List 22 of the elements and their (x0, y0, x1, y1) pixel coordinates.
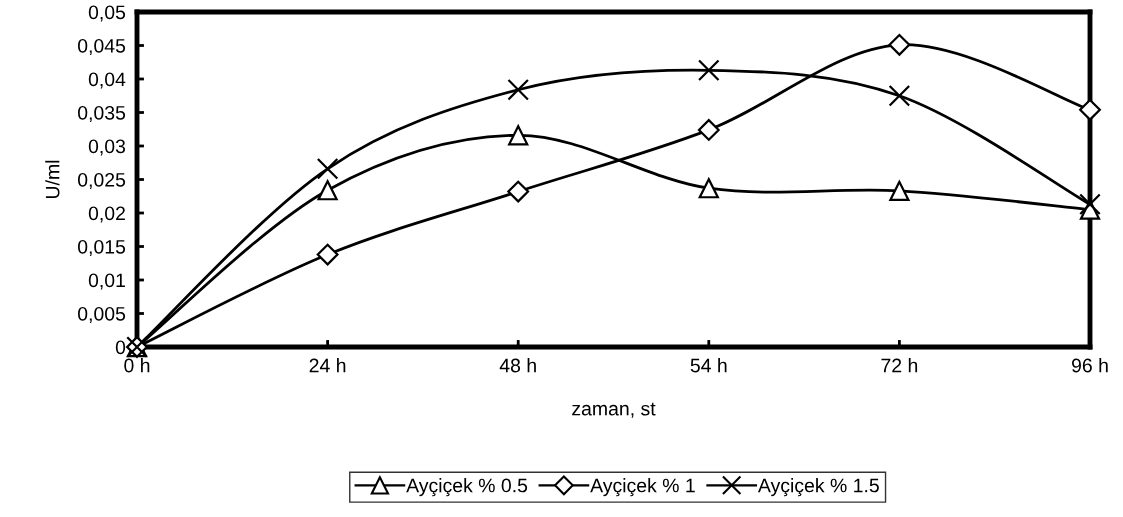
y-tick-label: 0,015 (77, 239, 126, 257)
y-tick-label: 0,01 (88, 273, 125, 290)
x-tick-label: 96 h (1071, 358, 1108, 373)
y-tick-label: 0 (115, 340, 126, 355)
legend-label: Ayçiçek % 1 (590, 478, 695, 497)
x-tick-label: 0 h (124, 358, 150, 373)
legend-label: Ayçiçek % 0.5 (406, 478, 528, 497)
x-tick-label: 54 h (690, 358, 727, 373)
x-tick-label: 24 h (309, 358, 346, 373)
x-axis-title: zaman, st (572, 402, 656, 418)
y-tick-label: 0,045 (77, 38, 126, 56)
y-tick-label: 0,02 (88, 206, 125, 223)
x-tick-label: 72 h (881, 358, 918, 373)
y-tick-label: 0,04 (88, 72, 126, 89)
y-tick-label: 0,03 (88, 139, 126, 156)
y-tick-label: 0,035 (77, 105, 126, 123)
y-tick-label: 0,025 (77, 172, 126, 190)
y-tick-label: 0,05 (88, 5, 126, 22)
y-axis-title: U/ml (45, 160, 60, 198)
legend-label: Ayçiçek % 1.5 (757, 478, 879, 497)
x-tick-label: 48 h (499, 358, 536, 373)
y-tick-label: 0,005 (77, 306, 126, 324)
